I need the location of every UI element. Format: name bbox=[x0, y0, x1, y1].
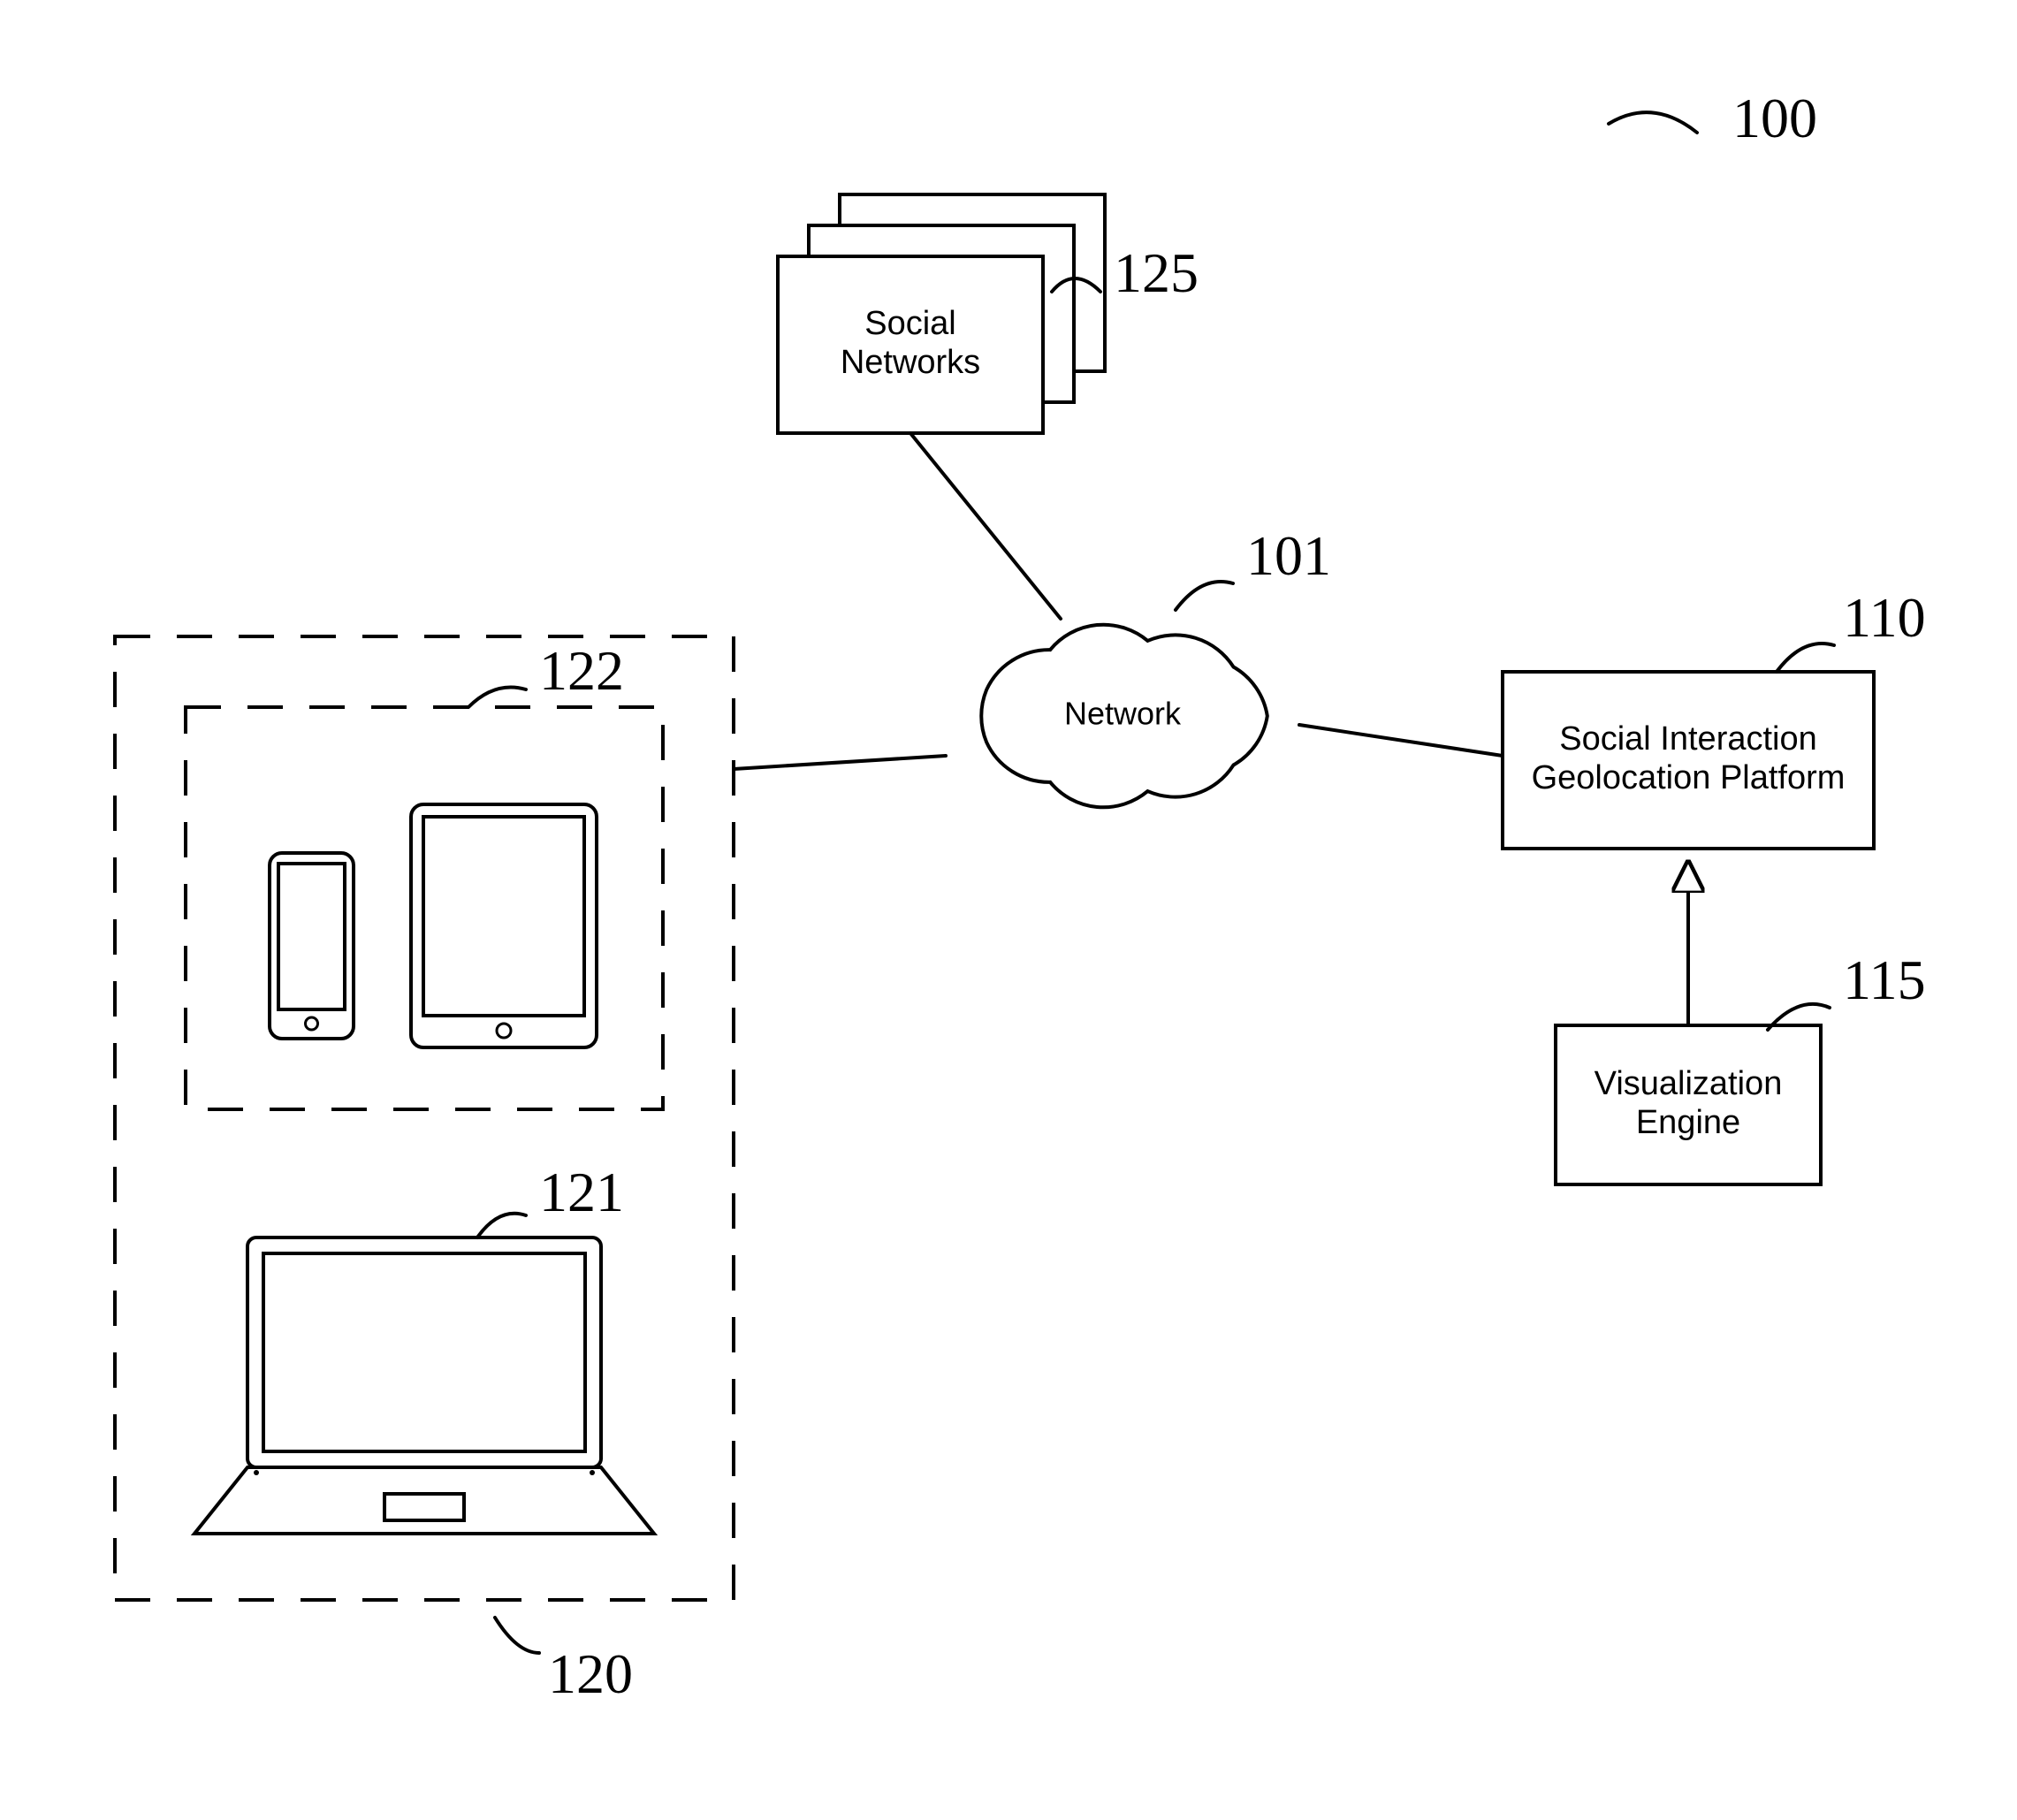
reference-label: 125 bbox=[1114, 241, 1199, 304]
reference-label: 121 bbox=[539, 1161, 624, 1223]
reference-label: 115 bbox=[1843, 948, 1926, 1011]
reference-label: 110 bbox=[1843, 586, 1926, 649]
reference-label: 122 bbox=[539, 639, 624, 702]
laptop-screen bbox=[263, 1253, 585, 1451]
reference-label: 120 bbox=[548, 1642, 633, 1705]
tablet-screen bbox=[423, 817, 584, 1016]
network-cloud-label: Network bbox=[1064, 696, 1182, 732]
figure-number: 100 bbox=[1732, 87, 1817, 149]
reference-label: 101 bbox=[1246, 524, 1331, 587]
laptop-trackpad bbox=[384, 1494, 464, 1520]
platform-label: Social InteractionGeolocation Platform bbox=[1532, 720, 1846, 796]
phone-screen bbox=[278, 864, 345, 1009]
